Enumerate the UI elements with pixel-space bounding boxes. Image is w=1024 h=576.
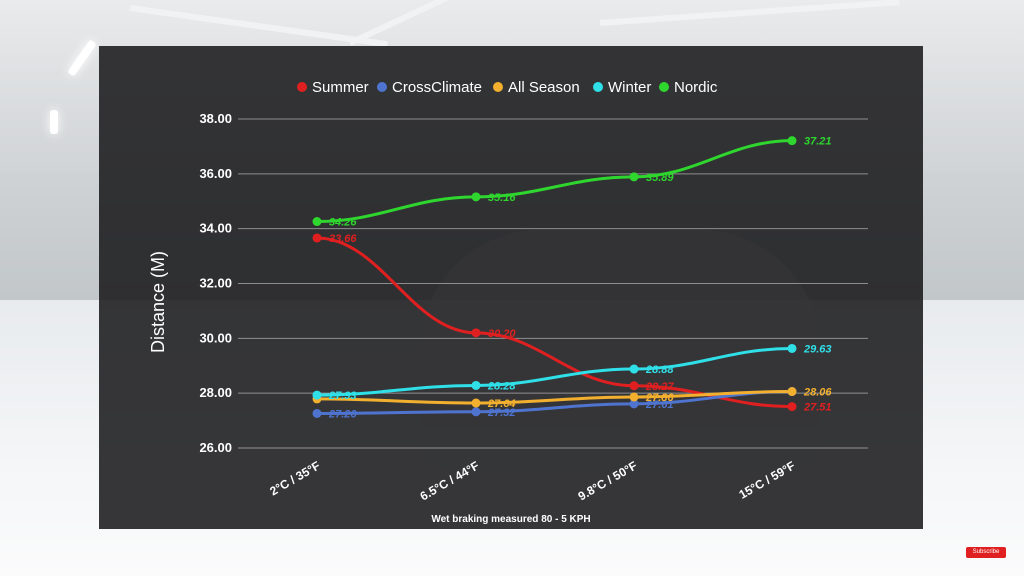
data-label: 27.61 bbox=[645, 399, 674, 411]
y-tick-label: 34.00 bbox=[199, 221, 232, 236]
data-point bbox=[787, 136, 797, 146]
data-point bbox=[629, 172, 639, 182]
data-label: 35.16 bbox=[488, 192, 516, 204]
data-label: 27.93 bbox=[328, 390, 357, 402]
legend-entry[interactable]: Nordic bbox=[674, 79, 718, 96]
x-tick-label: 15°C / 59°F bbox=[737, 458, 798, 501]
subscribe-button[interactable]: Subscribe bbox=[966, 547, 1006, 558]
x-tick-label: 2°C / 35°F bbox=[267, 458, 322, 498]
data-label: 27.51 bbox=[803, 402, 832, 414]
x-axis-label: Wet braking measured 80 - 5 KPH bbox=[431, 514, 591, 525]
legend-entry[interactable]: CrossClimate bbox=[392, 79, 482, 96]
data-label: 35.89 bbox=[646, 172, 674, 184]
data-label: 29.63 bbox=[803, 343, 832, 355]
data-point bbox=[787, 343, 797, 353]
data-label: 28.28 bbox=[487, 380, 516, 392]
data-label: 33.66 bbox=[329, 233, 357, 245]
data-point bbox=[471, 407, 481, 417]
data-point bbox=[312, 233, 322, 243]
data-label: 27.64 bbox=[487, 398, 516, 410]
y-tick-label: 28.00 bbox=[199, 385, 232, 400]
data-label: 28.27 bbox=[645, 381, 674, 393]
chart-overlay bbox=[99, 46, 923, 529]
data-point bbox=[629, 399, 639, 409]
legend-marker bbox=[297, 82, 307, 92]
series-line bbox=[316, 236, 793, 409]
legend-marker bbox=[493, 82, 503, 92]
x-tick-label: 6.5°C / 44°F bbox=[418, 458, 482, 503]
y-tick-label: 30.00 bbox=[199, 330, 232, 345]
x-axis-ticks: 2°C / 35°F 6.5°C / 44°F 9.8°C / 50°F 15°C /… bbox=[267, 458, 797, 503]
data-point bbox=[629, 364, 639, 374]
ceiling-light bbox=[50, 110, 58, 134]
data-label: 27.86 bbox=[645, 392, 674, 404]
data-point bbox=[787, 402, 797, 412]
series-lines bbox=[316, 139, 793, 415]
x-tick-label: 9.8°C / 50°F bbox=[576, 458, 640, 503]
series-line bbox=[316, 139, 793, 224]
data-label: 27.32 bbox=[487, 407, 516, 419]
series-line bbox=[316, 346, 793, 397]
y-tick-label: 38.00 bbox=[199, 111, 232, 126]
data-label: 28.06 bbox=[803, 387, 832, 399]
data-point bbox=[471, 380, 481, 390]
data-point bbox=[312, 217, 322, 227]
data-point bbox=[471, 192, 481, 202]
series-line bbox=[316, 390, 793, 415]
data-labels: 33.66 30.20 28.27 27.51 27.26 27.32 27.61 27.64… bbox=[328, 136, 832, 421]
y-tick-label: 32.00 bbox=[199, 276, 232, 291]
data-label: 27.26 bbox=[328, 408, 357, 420]
y-tick-label: 36.00 bbox=[199, 166, 232, 181]
data-point bbox=[787, 387, 797, 397]
legend-marker bbox=[593, 82, 603, 92]
legend-entry[interactable]: Summer bbox=[312, 79, 369, 96]
y-axis-ticks: 26.00 28.00 30.00 32.00 34.00 36.00 38.00 bbox=[199, 111, 232, 455]
legend-marker bbox=[659, 82, 669, 92]
data-point bbox=[312, 408, 322, 418]
legend: Summer CrossClimate All Season Winter Nordic bbox=[297, 79, 718, 96]
data-label: 37.21 bbox=[804, 136, 832, 148]
data-label: 30.20 bbox=[488, 328, 516, 340]
legend-marker bbox=[377, 82, 387, 92]
data-label: 28.88 bbox=[645, 364, 674, 376]
data-point bbox=[471, 328, 481, 338]
data-label: 34.26 bbox=[329, 217, 357, 229]
y-axis-label: Distance (M) bbox=[148, 251, 168, 353]
data-point bbox=[629, 392, 639, 402]
series-line bbox=[316, 390, 793, 405]
legend-entry[interactable]: All Season bbox=[508, 79, 580, 96]
data-point bbox=[312, 390, 322, 400]
series-points bbox=[312, 136, 797, 418]
legend-entry[interactable]: Winter bbox=[608, 79, 651, 96]
y-tick-label: 26.00 bbox=[199, 440, 232, 455]
data-point bbox=[629, 381, 639, 391]
data-point bbox=[471, 398, 481, 408]
